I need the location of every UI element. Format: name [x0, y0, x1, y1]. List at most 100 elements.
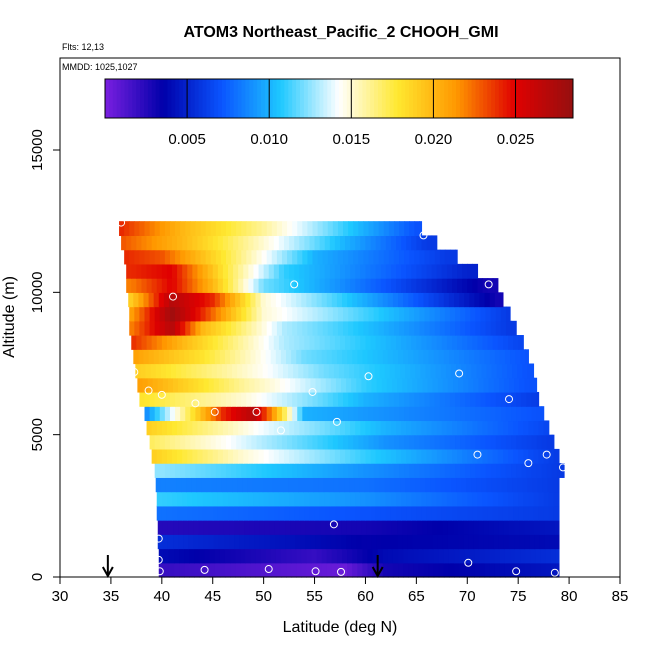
- heatmap-cell: [469, 349, 475, 365]
- heatmap-cell: [260, 548, 267, 564]
- heatmap-cell: [369, 477, 376, 493]
- heatmap-cell: [201, 477, 208, 493]
- heatmap-cell: [441, 505, 448, 521]
- heatmap-cell: [408, 292, 414, 308]
- heatmap-cell: [312, 320, 319, 336]
- heatmap-cell: [387, 562, 394, 578]
- colorbar-segment: [112, 79, 118, 118]
- heatmap-cell: [439, 463, 446, 478]
- heatmap-cell: [301, 349, 307, 365]
- heatmap-cell: [527, 477, 534, 493]
- heatmap-cell: [177, 278, 183, 293]
- heatmap-cell: [470, 306, 477, 322]
- heatmap-cell: [180, 406, 186, 422]
- colorbar-segment: [471, 79, 476, 118]
- heatmap-cell: [271, 320, 278, 336]
- heatmap-cell: [274, 520, 281, 535]
- heatmap-cell: [272, 477, 279, 493]
- heatmap-cell: [192, 448, 199, 464]
- colorbar-segment: [272, 79, 278, 118]
- heatmap-cell: [511, 463, 517, 478]
- heatmap-cell: [399, 406, 405, 422]
- heatmap-cell: [489, 548, 496, 564]
- heatmap-cell: [452, 505, 458, 521]
- heatmap-cell: [444, 463, 451, 478]
- heatmap-cell: [245, 349, 251, 365]
- heatmap-cell: [416, 448, 423, 464]
- heatmap-cell: [472, 491, 479, 507]
- heatmap-cell: [332, 406, 339, 422]
- colorbar-segment: [253, 79, 258, 118]
- heatmap-cell: [390, 235, 397, 251]
- heatmap-cell: [372, 349, 379, 365]
- heatmap-cell: [347, 548, 353, 564]
- heatmap-cell: [266, 306, 273, 322]
- heatmap-cell: [404, 434, 410, 450]
- heatmap-cell: [350, 491, 356, 507]
- heatmap-cell: [376, 520, 383, 535]
- heatmap-cell: [341, 520, 347, 535]
- heatmap-cell: [358, 434, 365, 450]
- heatmap-cell: [378, 221, 385, 236]
- heatmap-cell: [144, 320, 151, 336]
- heatmap-cell: [375, 491, 382, 507]
- heatmap-cell: [271, 391, 278, 407]
- heatmap-cell: [285, 534, 291, 550]
- heatmap-cell: [279, 520, 286, 535]
- heatmap-cell: [538, 491, 545, 507]
- heatmap-cell: [261, 463, 268, 478]
- heatmap-cell: [197, 448, 204, 464]
- heatmap-cell: [439, 391, 446, 407]
- heatmap-cell: [194, 292, 201, 308]
- heatmap-cell: [397, 534, 403, 550]
- heatmap-cell: [351, 377, 357, 393]
- heatmap-cell: [172, 491, 178, 507]
- heatmap-cell: [166, 263, 173, 279]
- heatmap-cell: [404, 249, 410, 265]
- heatmap-cell: [260, 562, 267, 578]
- heatmap-cell: [414, 406, 421, 422]
- heatmap-cell: [266, 249, 273, 265]
- heatmap-cell: [299, 263, 305, 279]
- heatmap-cell: [258, 491, 265, 507]
- heatmap-cell: [455, 406, 461, 422]
- heatmap-cell: [303, 477, 310, 493]
- y-tick-label: 5000: [29, 418, 46, 451]
- heatmap-cell: [424, 463, 431, 478]
- heatmap-cell: [418, 292, 425, 308]
- heatmap-cell: [387, 349, 394, 365]
- heatmap-cell: [334, 263, 341, 279]
- heatmap-cell: [289, 448, 295, 464]
- heatmap-cell: [261, 306, 268, 322]
- heatmap-cell: [304, 448, 311, 464]
- heatmap-cell: [407, 534, 413, 550]
- heatmap-cell: [470, 434, 477, 450]
- heatmap-cell: [290, 534, 296, 550]
- heatmap-cell: [284, 235, 290, 251]
- heatmap-cell: [233, 505, 239, 521]
- heatmap-cell: [192, 420, 199, 436]
- colorbar-segment: [374, 79, 379, 118]
- heatmap-cell: [305, 534, 312, 550]
- heatmap-cell: [189, 562, 195, 578]
- heatmap-cell: [187, 420, 193, 436]
- heatmap-cell: [510, 349, 516, 365]
- heatmap-cell: [307, 249, 314, 265]
- heatmap-cell: [322, 406, 329, 422]
- heatmap-cell: [255, 292, 262, 308]
- heatmap-cell: [231, 306, 237, 322]
- heatmap-cell: [480, 434, 487, 450]
- heatmap-cell: [447, 534, 454, 550]
- heatmap-cell: [381, 377, 388, 393]
- heatmap-cell: [236, 391, 242, 407]
- heatmap-cell: [519, 377, 525, 393]
- heatmap-cell: [200, 463, 207, 478]
- heatmap-cell: [524, 534, 530, 550]
- colorbar-segment: [175, 79, 180, 118]
- heatmap-cell: [226, 363, 233, 379]
- heatmap-cell: [193, 534, 200, 550]
- heatmap-cell: [416, 263, 423, 279]
- heatmap-cell: [426, 335, 433, 350]
- heatmap-cell: [469, 548, 475, 564]
- heatmap-cell: [200, 434, 207, 450]
